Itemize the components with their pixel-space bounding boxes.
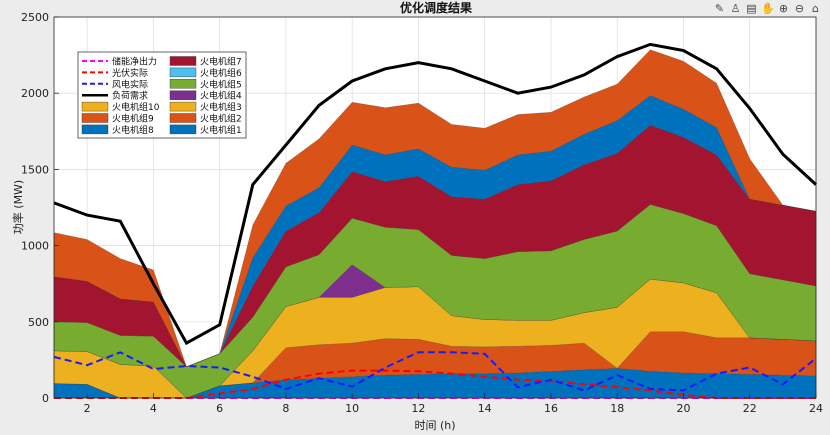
x-tick-label-8: 8 (282, 402, 289, 415)
x-tick-label-10: 10 (345, 402, 359, 415)
stacked-areas (53, 49, 817, 399)
x-tick-label-14: 14 (478, 402, 492, 415)
grid-icon[interactable]: ▤ (746, 2, 757, 15)
legend-patch-6 (81, 113, 109, 123)
x-tick-label-16: 16 (544, 402, 558, 415)
y-tick-label-1500: 1500 (21, 163, 49, 176)
x-tick-label-18: 18 (610, 402, 624, 415)
plot-frame (53, 16, 817, 399)
legend-label-9: 火电机组6 (200, 67, 242, 79)
pan-icon[interactable]: ✋ (761, 2, 775, 15)
y-tick-label-0: 0 (42, 392, 49, 405)
legend-patch-8 (169, 56, 197, 66)
legend-label-7: 火电机组8 (112, 124, 154, 136)
legend-patch-5 (81, 101, 109, 112)
legend-label-10: 火电机组5 (200, 78, 242, 90)
legend-label-11: 火电机组4 (200, 90, 242, 102)
legend-patch-12 (169, 101, 197, 112)
legend-label-13: 火电机组2 (200, 113, 242, 125)
legend-label-3: 风电实际 (112, 78, 148, 90)
chart-title: 优化调度结果 (400, 0, 472, 15)
zoom-out-icon[interactable]: ⊖ (794, 2, 805, 15)
x-tick-label-6: 6 (216, 402, 223, 415)
zoom-in-icon[interactable]: ⊕ (778, 2, 789, 15)
home-icon[interactable]: ⌂ (812, 2, 819, 15)
y-axis-label: 功率 (MW) (11, 180, 25, 234)
legend-patch-11 (169, 90, 197, 100)
legend-label-14: 火电机组1 (200, 124, 242, 136)
legend-patch-13 (169, 113, 197, 123)
x-axis-label: 时间 (h) (414, 419, 455, 432)
y-tick-label-2500: 2500 (21, 11, 49, 24)
y-tick-label-1000: 1000 (21, 240, 49, 253)
legend-label-8: 火电机组7 (200, 56, 242, 68)
legend-label-1: 储能净出力 (112, 56, 157, 68)
x-tick-label-20: 20 (676, 402, 690, 415)
x-tick-label-24: 24 (809, 402, 823, 415)
line-series-4 (53, 42, 818, 346)
y-tick-label-2000: 2000 (21, 87, 49, 100)
legend-label-4: 负荷需求 (112, 90, 148, 102)
figure-toolbar: ✎ ♙ ▤ ✋ ⊕ ⊖ ⌂ (713, 2, 822, 15)
line-series-3 (53, 351, 817, 392)
area-series-9 (53, 49, 817, 368)
x-tick-label-22: 22 (743, 402, 757, 415)
legend-label-12: 火电机组3 (200, 101, 242, 113)
legend-label-6: 火电机组9 (112, 113, 154, 125)
y-tick-label-500: 500 (28, 316, 49, 329)
x-tick-label-12: 12 (411, 402, 425, 415)
legend-patch-7 (81, 124, 109, 135)
legend-label-2: 光伏实际 (112, 67, 148, 79)
x-tick-label-2: 2 (84, 402, 91, 415)
x-tick-label-4: 4 (150, 402, 157, 415)
datatip-icon[interactable]: ♙ (730, 2, 741, 15)
legend-patch-10 (169, 79, 197, 89)
legend-patch-14 (169, 124, 197, 135)
legend-label-5: 火电机组10 (112, 101, 160, 113)
legend-patch-9 (169, 67, 197, 78)
brush-icon[interactable]: ✎ (714, 2, 725, 15)
legend: 储能净出力光伏实际风电实际负荷需求火电机组10火电机组9火电机组8火电机组7火电… (77, 51, 247, 139)
